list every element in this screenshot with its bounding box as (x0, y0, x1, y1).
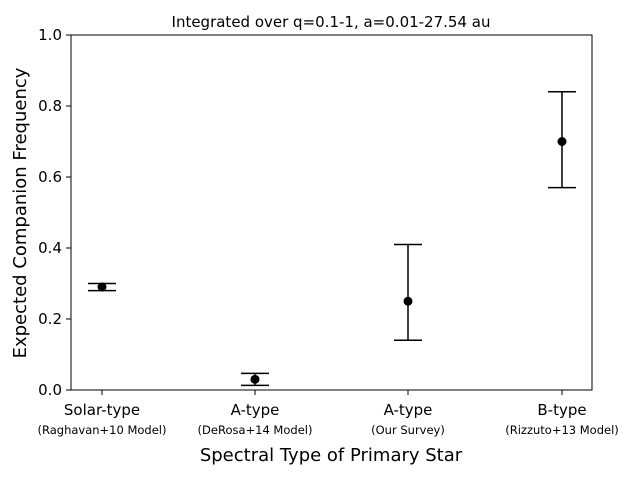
data-point (403, 296, 413, 306)
plot-area-frame (70, 34, 593, 391)
x-tick-label: A-type (384, 401, 433, 419)
x-axis-label: Spectral Type of Primary Star (200, 445, 463, 466)
y-tick-label: 0.6 (38, 168, 62, 186)
x-tick-label: Solar-type (64, 401, 140, 419)
x-tick-sublabel: (DeRosa+14 Model) (198, 423, 313, 437)
y-tick-label: 1.0 (38, 26, 62, 44)
data-point (97, 282, 107, 292)
x-tick-sublabel: (Rizzuto+13 Model) (505, 423, 619, 437)
x-tick-sublabel: (Our Survey) (371, 423, 445, 437)
chart-title: Integrated over q=0.1-1, a=0.01-27.54 au (172, 13, 491, 31)
y-tick-label: 0.2 (38, 310, 62, 328)
y-axis: 0.0 0.2 0.4 0.6 0.8 1.0 (38, 26, 71, 399)
y-tick-label: 0.4 (38, 239, 62, 257)
data-point (250, 374, 260, 384)
x-tick-label: B-type (537, 401, 586, 419)
x-axis: Solar-type (Raghavan+10 Model) A-type (DeRo… (38, 390, 619, 437)
data-marks (88, 91, 576, 387)
y-tick-label: 0.0 (38, 381, 62, 399)
y-tick-label: 0.8 (38, 97, 62, 115)
y-axis-label: Expected Companion Frequency (10, 67, 31, 358)
x-tick-sublabel: (Raghavan+10 Model) (38, 423, 167, 437)
x-tick-label: A-type (231, 401, 280, 419)
data-point (557, 137, 567, 146)
